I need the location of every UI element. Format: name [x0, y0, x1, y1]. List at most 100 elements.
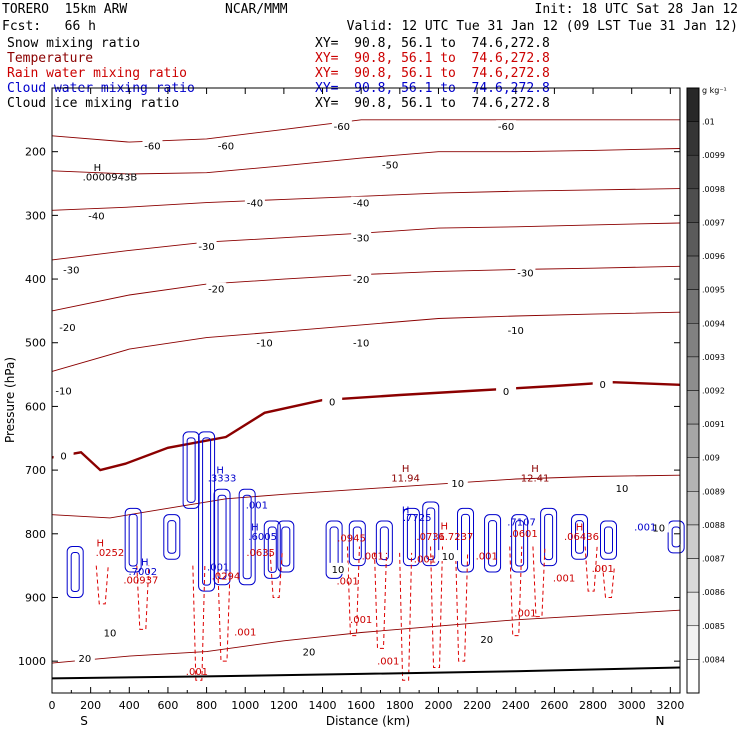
- colorbar-swatch: [686, 390, 700, 425]
- isotherm-label-bg: [351, 231, 372, 243]
- rain-water-contour: [602, 565, 616, 598]
- cloud-water-contour: [277, 520, 295, 573]
- isotherm--40: [51, 188, 681, 211]
- colorbar-swatch: [686, 188, 700, 223]
- x-tick-label: 2000: [424, 699, 452, 712]
- x-tick-label: 1800: [386, 699, 414, 712]
- extremum-label: .001: [553, 574, 575, 585]
- isotherm-label-bg: [298, 645, 319, 657]
- colorbar-tick-label: .0094: [702, 319, 725, 328]
- isotherm-label-bg: [380, 158, 401, 170]
- isotherm-label-bg: [351, 336, 372, 348]
- isotherm-label: -30: [63, 266, 79, 277]
- ground-surface: [51, 666, 681, 680]
- extremum-label: .001: [246, 500, 268, 511]
- y-tick-label: 400: [25, 273, 46, 286]
- colorbar-swatch: [686, 255, 700, 290]
- colorbar-frame: [686, 87, 700, 694]
- valid-time: Valid: 12 UTC Tue 31 Jan 12 (09 LST Tue …: [346, 19, 738, 34]
- cloud-water-contour-inner: [515, 520, 525, 567]
- isotherm-label: 10: [104, 629, 117, 640]
- x-tick-label: 1400: [309, 699, 337, 712]
- rain-water-contour: [373, 552, 387, 649]
- x-tick-label: 2800: [579, 699, 607, 712]
- x-tick-label: 200: [80, 699, 101, 712]
- x-tick-label: 3000: [618, 699, 646, 712]
- isotherm-label-bg: [505, 324, 526, 335]
- colorbar-swatch: [686, 356, 700, 391]
- colorbar-tick-label: .0092: [702, 387, 725, 396]
- field-cloud-ice-xy: XY= 90.8, 56.1 to 74.6,272.8: [315, 96, 550, 111]
- colorbar-tick-label: .0087: [702, 555, 725, 564]
- isotherm-label: -30: [353, 234, 369, 245]
- isotherm--10: [51, 311, 681, 372]
- field-cloud-ice-name: Cloud ice mixing ratio: [7, 96, 180, 111]
- colorbar-tick-label: .01: [702, 118, 715, 127]
- isotherm-label: -20: [353, 275, 369, 286]
- isotherm-label: -40: [353, 199, 369, 210]
- isotherm-label: -30: [198, 242, 214, 253]
- cloud-water-contour-inner: [186, 437, 196, 503]
- isotherm-label-bg: [206, 282, 227, 294]
- extremum-label: .7107: [507, 518, 536, 529]
- isotherm-label-bg: [515, 266, 536, 278]
- extremum-label: H: [402, 505, 410, 516]
- isotherm--50: [51, 148, 681, 175]
- isotherm--20: [51, 265, 681, 312]
- extremum-label: .0000943B: [83, 172, 138, 183]
- isotherm-label-bg: [215, 139, 236, 151]
- colorbar-tick-label: .0084: [702, 655, 725, 664]
- isotherm-label-bg: [142, 139, 163, 151]
- colorbar-tick-label: .0089: [702, 487, 725, 496]
- extremum-label: .0635: [246, 548, 275, 559]
- isotherm-label: 20: [78, 654, 91, 665]
- cloud-water-contour-inner: [281, 526, 291, 567]
- cloud-water-contour: [667, 520, 685, 554]
- colorbar-tick-label: .0099: [702, 151, 725, 160]
- rain-water-contour: [95, 565, 109, 605]
- colorbar-swatch: [686, 423, 700, 458]
- isotherm-label: -40: [247, 199, 263, 210]
- cloud-water-contour-inner: [426, 507, 436, 561]
- y-tick-label: 1000: [18, 655, 46, 668]
- isotherm-label-bg: [61, 263, 82, 275]
- extremum-label: .7002: [128, 567, 157, 578]
- isotherm-label: 10: [451, 479, 464, 490]
- isotherm-label-bg: [196, 239, 217, 251]
- cloud-water-contour: [571, 514, 589, 560]
- isotherm-label: 10: [332, 565, 345, 576]
- x-axis-label: Distance (km): [326, 714, 410, 728]
- extremum-label: .001: [234, 628, 256, 639]
- isotherm-label-bg: [648, 521, 669, 533]
- cloud-water-contour: [163, 514, 181, 560]
- colorbar-tick-label: .0098: [702, 185, 725, 194]
- cloud-water-contour-inner: [167, 520, 177, 554]
- cloud-water-contour-inner: [604, 526, 614, 554]
- cloud-water-contour-inner: [575, 520, 585, 554]
- colorbar-swatch: [686, 87, 700, 122]
- colorbar-tick-label: .0088: [702, 521, 725, 530]
- field-temperature-xy: XY= 90.8, 56.1 to 74.6,272.8: [315, 51, 550, 66]
- endpoint-label-south: S: [80, 714, 88, 728]
- isotherm-label-bg: [612, 481, 633, 493]
- field-rain-xy: XY= 90.8, 56.1 to 74.6,272.8: [315, 66, 550, 81]
- extremum-label: H: [141, 558, 149, 569]
- isotherm-label-bg: [74, 651, 95, 663]
- cloud-water-contour: [484, 514, 502, 573]
- cloud-water-contour: [325, 520, 343, 579]
- isotherm-0: [51, 380, 681, 472]
- cloud-water-contour: [457, 507, 475, 573]
- plot-frame: [51, 87, 681, 694]
- extremum-label: .0945: [337, 533, 366, 544]
- colorbar-swatch: [686, 659, 700, 694]
- cloud-water-contour-inner: [488, 520, 498, 567]
- isotherm-label-bg: [244, 196, 265, 208]
- x-tick-label: 1000: [231, 699, 259, 712]
- isotherm-label: -10: [55, 387, 71, 398]
- isotherm-label-bg: [447, 476, 468, 488]
- extremum-label: .001: [476, 551, 498, 562]
- isotherm-label-bg: [351, 273, 372, 285]
- colorbar-tick-label: .0091: [702, 420, 725, 429]
- cloud-water-contour: [600, 520, 618, 560]
- cloud-water-contour: [511, 514, 529, 573]
